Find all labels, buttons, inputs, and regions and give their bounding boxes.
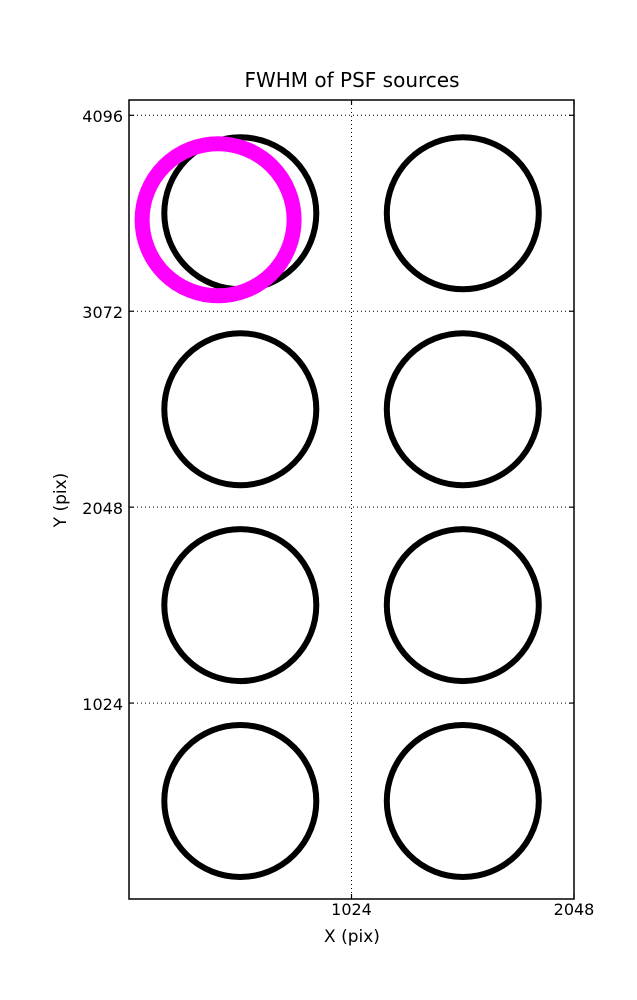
plot-frame bbox=[128, 99, 575, 900]
y-tick-label: 3072 bbox=[82, 303, 123, 323]
psf-source-circle bbox=[383, 722, 542, 880]
y-tick-label: 1024 bbox=[82, 695, 123, 715]
psf-source-circle bbox=[161, 526, 320, 685]
x-tick-label: 1024 bbox=[331, 900, 372, 919]
psf-source-circle bbox=[161, 722, 320, 880]
psf-source-circle bbox=[161, 330, 320, 489]
x-axis-label: X (pix) bbox=[324, 927, 380, 947]
y-tick-label: 2048 bbox=[82, 499, 123, 519]
chart-title: FWHM of PSF sources bbox=[244, 68, 460, 92]
psf-source-circle bbox=[383, 526, 542, 685]
psf-source-circle bbox=[383, 134, 542, 293]
psf-source-circle bbox=[383, 330, 542, 489]
highlighted-psf-circle bbox=[134, 136, 302, 304]
x-tick-label: 2048 bbox=[553, 900, 595, 919]
y-tick-label: 4096 bbox=[82, 107, 123, 127]
